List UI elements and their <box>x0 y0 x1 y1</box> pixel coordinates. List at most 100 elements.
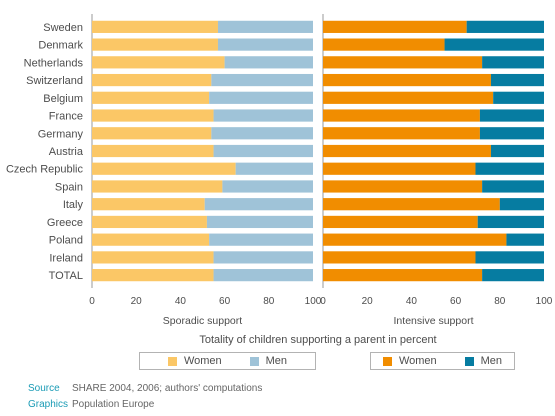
bar-intensive-support-men-austria <box>490 144 544 158</box>
legend-sporadic: Women Men <box>139 352 316 370</box>
bar-sporadic-support-men-switzerland <box>211 73 313 87</box>
bar-sporadic-support-men-total <box>213 269 313 282</box>
legend-swatch-men-sporadic <box>249 356 259 366</box>
bar-intensive-support-men-netherlands <box>482 56 544 69</box>
category-label-france: France <box>49 111 83 123</box>
bar-sporadic-support-men-france <box>213 109 313 122</box>
bar-sporadic-support-women-france <box>92 109 214 122</box>
category-label-czech-republic: Czech Republic <box>6 164 84 176</box>
source-line: Source SHARE 2004, 2006; authors' computa… <box>28 383 262 395</box>
bar-sporadic-support-men-denmark <box>217 38 313 51</box>
category-label-netherlands: Netherlands <box>24 57 84 69</box>
bar-intensive-support-women-denmark <box>323 38 445 51</box>
category-label-italy: Italy <box>63 199 84 211</box>
bar-intensive-support-women-spain <box>323 180 483 193</box>
bar-sporadic-support-women-greece <box>92 215 207 229</box>
category-label-greece: Greece <box>47 217 83 229</box>
bar-intensive-support-men-sweden <box>466 20 544 33</box>
bar-intensive-support-women-france <box>323 109 480 122</box>
bar-intensive-support-women-netherlands <box>323 56 483 69</box>
bar-intensive-support-women-total <box>323 269 483 282</box>
bar-sporadic-support-women-poland <box>92 233 210 246</box>
graphics-text: Population Europe <box>72 399 155 410</box>
bar-intensive-support-men-italy <box>499 198 544 211</box>
source-label: Source <box>28 383 60 394</box>
bar-intensive-support-women-austria <box>323 144 491 158</box>
bar-sporadic-support-men-italy <box>204 198 313 211</box>
bar-sporadic-support-women-belgium <box>92 91 210 104</box>
legend-item-women-intensive: Women <box>382 355 437 367</box>
bar-sporadic-support-men-belgium <box>209 91 313 104</box>
bar-sporadic-support-women-netherlands <box>92 56 225 69</box>
bar-sporadic-support-women-sweden <box>92 20 218 33</box>
bar-sporadic-support-men-greece <box>206 215 313 229</box>
bar-intensive-support-men-switzerland <box>490 73 544 87</box>
bar-sporadic-support-women-czech-republic <box>92 162 236 175</box>
bar-intensive-support-men-belgium <box>493 91 544 104</box>
legend-swatch-women-intensive <box>382 356 392 366</box>
legend-label-women-sporadic: Women <box>183 355 222 367</box>
legend-label-men-intensive: Men <box>480 355 503 367</box>
bar-intensive-support-women-belgium <box>323 91 494 104</box>
bar-sporadic-support-men-spain <box>222 180 313 193</box>
source-text: SHARE 2004, 2006; authors' computations <box>72 383 263 394</box>
x-tick-label-intensive-support-100: 100 <box>536 296 553 307</box>
x-tick-label-sporadic-support-20: 20 <box>131 296 143 307</box>
bar-intensive-support-men-germany <box>479 127 544 140</box>
x-tick-label-sporadic-support-60: 60 <box>219 296 231 307</box>
bar-sporadic-support-women-spain <box>92 180 223 193</box>
panel-title-intensive-support: Intensive support <box>394 315 474 327</box>
category-label-poland: Poland <box>49 235 83 247</box>
category-label-total: TOTAL <box>49 270 83 282</box>
bar-sporadic-support-men-sweden <box>217 20 313 33</box>
bar-intensive-support-men-total <box>482 269 544 282</box>
category-label-switzerland: Switzerland <box>26 75 83 87</box>
x-tick-label-sporadic-support-40: 40 <box>175 296 187 307</box>
bar-intensive-support-women-italy <box>323 198 500 211</box>
bar-intensive-support-women-sweden <box>323 20 467 33</box>
legend-intensive: Women Men <box>370 352 515 370</box>
bar-intensive-support-women-ireland <box>323 251 476 264</box>
bar-sporadic-support-women-total <box>92 269 214 282</box>
graphics-line: Graphics Population Europe <box>28 399 154 411</box>
bar-intensive-support-men-france <box>479 109 544 122</box>
bar-sporadic-support-men-ireland <box>213 251 313 264</box>
bar-sporadic-support-women-ireland <box>92 251 214 264</box>
legend-item-men-sporadic: Men <box>249 355 288 367</box>
legend-swatch-men-intensive <box>464 356 474 366</box>
category-label-austria: Austria <box>49 146 84 158</box>
x-axis-label: Totality of children supporting a parent… <box>199 334 436 346</box>
bar-intensive-support-men-czech-republic <box>475 162 544 175</box>
category-label-spain: Spain <box>55 181 83 193</box>
bar-intensive-support-men-greece <box>477 215 544 229</box>
bar-intensive-support-women-czech-republic <box>323 162 476 175</box>
bar-sporadic-support-women-denmark <box>92 38 218 51</box>
category-label-sweden: Sweden <box>43 22 83 34</box>
legend-item-men-intensive: Men <box>464 355 503 367</box>
category-label-germany: Germany <box>38 128 84 140</box>
bar-intensive-support-men-ireland <box>475 251 544 264</box>
bar-sporadic-support-men-czech-republic <box>235 162 313 175</box>
bar-sporadic-support-men-netherlands <box>224 56 313 69</box>
bar-sporadic-support-women-italy <box>92 198 205 211</box>
legend-label-women-intensive: Women <box>398 355 437 367</box>
category-label-denmark: Denmark <box>38 40 83 52</box>
x-tick-label-sporadic-support-100: 100 <box>305 296 322 307</box>
x-tick-label-sporadic-support-80: 80 <box>263 296 275 307</box>
bar-intensive-support-men-spain <box>482 180 544 193</box>
bar-intensive-support-women-switzerland <box>323 73 491 87</box>
bar-sporadic-support-women-austria <box>92 144 214 158</box>
panel-title-sporadic-support: Sporadic support <box>163 315 242 327</box>
bar-intensive-support-women-greece <box>323 215 478 229</box>
x-tick-label-intensive-support-60: 60 <box>450 296 462 307</box>
legend-item-women-sporadic: Women <box>167 355 222 367</box>
bar-sporadic-support-men-germany <box>211 127 313 140</box>
x-tick-label-intensive-support-80: 80 <box>494 296 506 307</box>
bar-sporadic-support-women-germany <box>92 127 212 140</box>
bar-sporadic-support-men-poland <box>209 233 313 246</box>
x-tick-label-intensive-support-0: 0 <box>320 296 326 307</box>
bar-intensive-support-men-poland <box>506 233 544 246</box>
bar-intensive-support-men-denmark <box>444 38 544 51</box>
legend-label-men-sporadic: Men <box>265 355 288 367</box>
bar-sporadic-support-men-austria <box>213 144 313 158</box>
